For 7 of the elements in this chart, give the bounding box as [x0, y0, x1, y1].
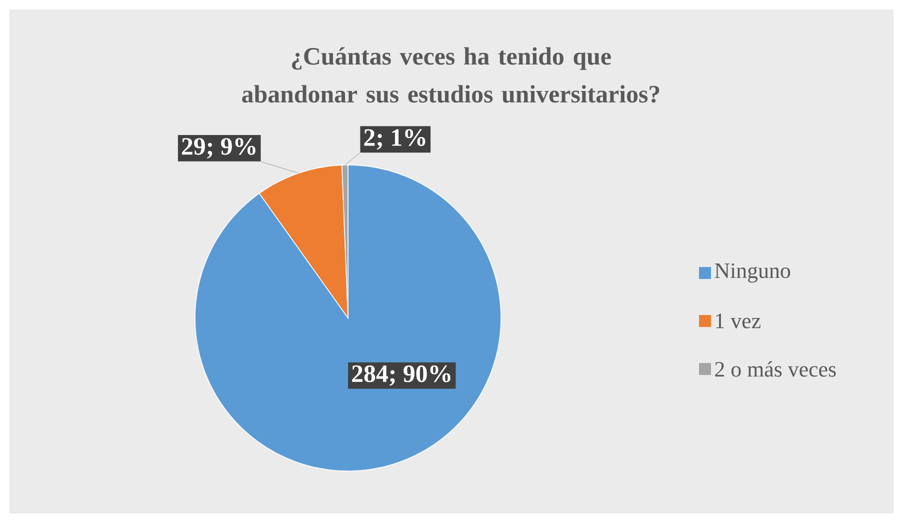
legend-label: 1 vez [716, 314, 760, 328]
data-label: 2; 1% [364, 129, 426, 150]
chart-title: ¿Cuántas veces ha tenido que abandonar sus estudios universitarios? [242, 47, 660, 103]
legend-label: 2 o más veces [715, 361, 836, 377]
legend-label: Ninguno [714, 263, 790, 283]
data-label: 29; 9% [182, 138, 256, 158]
data-label: 284; 90% [352, 365, 450, 386]
